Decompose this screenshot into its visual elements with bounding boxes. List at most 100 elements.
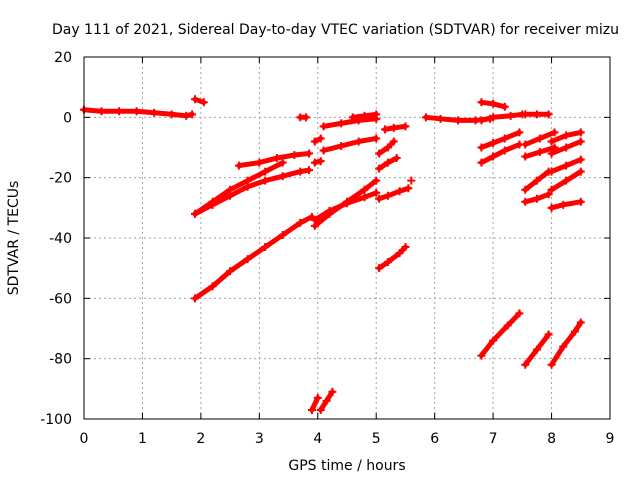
series-arc-26	[477, 128, 524, 152]
series-arc-9	[310, 157, 325, 167]
data-point	[325, 206, 334, 215]
data-point	[310, 137, 319, 146]
data-point	[343, 199, 351, 208]
data-point	[489, 336, 498, 345]
series-trail	[549, 320, 584, 368]
x-tick-label: 6	[430, 431, 439, 447]
data-point	[319, 122, 328, 131]
data-point	[167, 110, 176, 119]
data-point	[477, 116, 486, 125]
data-point	[383, 191, 392, 200]
data-point	[150, 108, 159, 117]
data-point	[310, 215, 319, 224]
data-point	[562, 176, 571, 185]
data-point	[296, 167, 305, 176]
series-arc-14	[348, 110, 381, 122]
data-point	[477, 98, 486, 107]
series-arc-7	[296, 113, 311, 122]
series-trail	[236, 151, 312, 169]
data-point	[372, 134, 381, 143]
data-point	[404, 184, 413, 193]
data-point	[401, 243, 410, 252]
data-point	[562, 131, 571, 140]
data-point	[532, 194, 541, 203]
data-point	[255, 158, 264, 167]
data-point	[290, 151, 299, 160]
series-arc-38	[547, 155, 585, 176]
data-point	[576, 197, 585, 206]
series-arc-37	[547, 167, 585, 194]
data-point	[310, 158, 319, 167]
data-point	[521, 140, 530, 149]
data-point	[389, 123, 398, 132]
data-point	[191, 95, 200, 104]
data-point	[535, 134, 544, 143]
series-arc-11	[310, 188, 381, 224]
data-point	[570, 327, 579, 336]
data-point	[562, 161, 571, 170]
data-point	[532, 345, 541, 354]
data-point	[348, 113, 357, 122]
data-point	[132, 107, 141, 116]
data-point	[372, 110, 381, 119]
data-point	[278, 158, 287, 167]
data-point	[559, 200, 568, 209]
data-point	[380, 125, 389, 134]
data-point	[576, 128, 585, 137]
data-point	[503, 321, 512, 330]
data-point	[319, 146, 328, 155]
data-point	[337, 141, 346, 150]
x-tick-label: 3	[255, 431, 264, 447]
data-point	[313, 393, 322, 402]
data-point	[360, 193, 369, 202]
data-point	[576, 137, 585, 146]
data-point	[477, 158, 486, 167]
data-point	[547, 167, 556, 176]
chart-title: Day 111 of 2021, Sidereal Day-to-day VTE…	[52, 22, 619, 38]
x-tick-label: 5	[372, 431, 381, 447]
data-point	[515, 309, 524, 318]
data-point	[278, 230, 287, 239]
series-arc-36	[547, 197, 585, 212]
series-arc-27	[477, 140, 524, 167]
data-point	[477, 351, 486, 360]
data-point	[305, 149, 314, 158]
data-point	[97, 107, 106, 116]
data-point	[489, 113, 498, 122]
y-tick-label: -80	[49, 352, 72, 368]
data-point	[395, 187, 404, 196]
data-point	[436, 114, 445, 123]
series-arc-32	[521, 190, 553, 206]
x-tick-label: 7	[489, 431, 498, 447]
series-trail	[321, 135, 379, 153]
series-arc-18	[375, 184, 413, 203]
data-point	[243, 176, 252, 185]
series-arc-21	[375, 137, 398, 158]
data-point	[489, 138, 498, 147]
data-point	[559, 342, 568, 351]
data-point	[191, 294, 200, 303]
data-point	[354, 137, 363, 146]
data-point	[307, 405, 316, 414]
series-trail	[376, 244, 408, 271]
y-tick-label: 20	[54, 50, 72, 66]
data-point	[278, 172, 287, 181]
series-arc-30	[521, 143, 559, 161]
data-point	[383, 258, 392, 267]
data-point	[521, 110, 530, 119]
data-point	[316, 405, 325, 414]
series-arc-15	[307, 393, 322, 414]
series-trail	[192, 160, 286, 217]
data-point	[199, 98, 208, 107]
data-point	[261, 176, 270, 185]
y-tick-label: -20	[49, 171, 72, 187]
series-trail	[478, 111, 525, 123]
data-point	[454, 116, 463, 125]
series-arc-25	[477, 110, 527, 125]
series-arc-22	[380, 122, 410, 134]
data-point	[375, 164, 384, 173]
series-arc-8	[310, 134, 325, 146]
series-arc-6	[191, 212, 316, 303]
data-point	[115, 107, 124, 116]
